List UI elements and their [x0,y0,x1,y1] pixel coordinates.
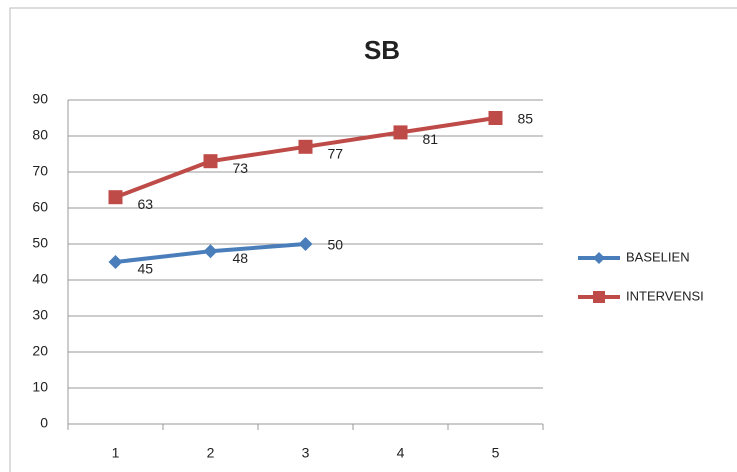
data-label: 50 [328,237,344,253]
y-tick-label: 70 [32,163,48,179]
data-label: 85 [518,111,534,127]
data-label: 63 [138,196,154,212]
y-tick-label: 40 [32,271,48,287]
legend-label: INTERVENSI [626,288,704,303]
legend-marker [593,291,605,303]
data-label: 48 [233,250,249,266]
y-tick-label: 0 [40,415,48,431]
x-tick-label: 2 [207,445,215,461]
y-tick-label: 90 [32,91,48,107]
legend-marker [593,252,605,264]
x-tick-label: 5 [492,445,500,461]
marker [393,125,408,140]
y-tick-label: 20 [32,343,48,359]
x-tick-label: 4 [397,445,405,461]
marker [298,237,313,251]
y-tick-label: 80 [32,127,48,143]
y-tick-label: 30 [32,307,48,323]
x-tick-label: 3 [302,445,310,461]
data-label: 73 [233,160,249,176]
y-tick-label: 60 [32,199,48,215]
marker [203,244,218,259]
data-label: 45 [138,261,154,277]
legend-label: BASELIEN [626,249,690,264]
marker [488,111,503,125]
marker [108,190,123,205]
y-tick-label: 10 [32,379,48,395]
y-tick-label: 50 [32,235,48,251]
marker [298,139,313,154]
marker [108,255,123,269]
x-tick-label: 1 [112,445,120,461]
data-label: 81 [423,131,439,147]
data-label: 77 [328,146,344,162]
marker [203,154,218,169]
chart-title: SB [364,35,400,65]
chart-border [9,7,737,472]
